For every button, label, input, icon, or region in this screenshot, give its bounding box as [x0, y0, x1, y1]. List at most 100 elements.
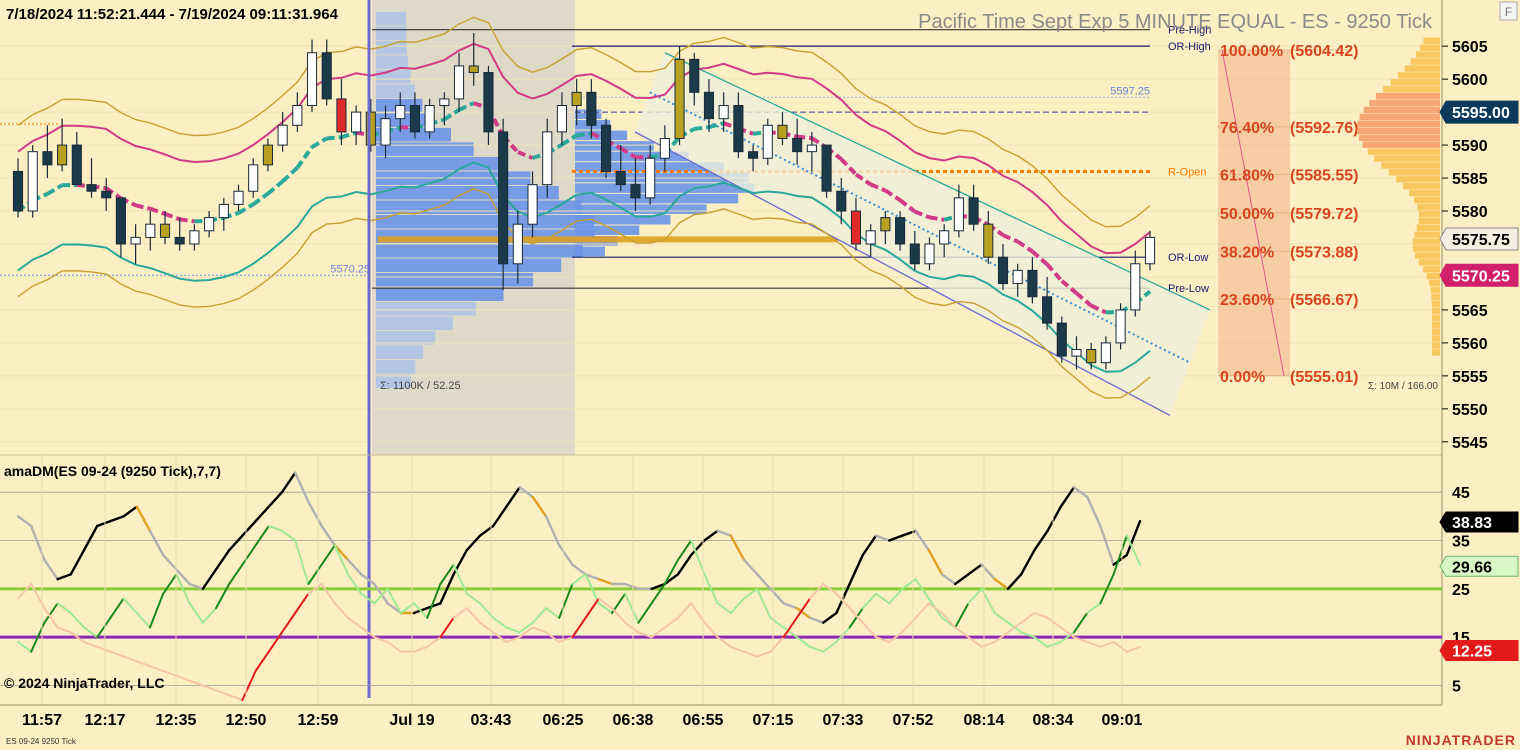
dm-series-segment — [320, 544, 336, 566]
right-profile-bar — [1397, 72, 1440, 79]
right-profile-bar — [1418, 259, 1440, 266]
dm-series-segment — [333, 602, 349, 619]
candle-body — [615, 170, 626, 186]
candle-body — [556, 105, 568, 133]
candle-body — [762, 124, 773, 159]
candles-layer — [12, 32, 1156, 370]
dm-series-segment — [360, 592, 376, 605]
candle-body — [689, 58, 700, 93]
dm-series-segment — [413, 645, 429, 653]
candle-body — [703, 91, 715, 120]
dm-series-segment — [676, 553, 693, 576]
fib-price-label: (5604.42) — [1290, 43, 1359, 60]
band-mid-segment — [560, 133, 578, 147]
dm-series-segment — [795, 636, 811, 648]
price-tick-label: 5580 — [1452, 204, 1488, 221]
candle-body — [380, 118, 391, 146]
dm-series-segment — [716, 602, 732, 614]
dm-series-segment — [954, 626, 970, 639]
dm-series-segment — [426, 636, 442, 648]
profile-bar-left — [376, 11, 407, 26]
candle-body — [204, 217, 215, 232]
dm-series-segment — [1033, 636, 1049, 648]
profile-bar-mid — [575, 183, 755, 193]
band-outer-lower — [17, 188, 1151, 399]
channel-lower — [634, 131, 1171, 417]
candle-body — [924, 243, 935, 265]
profile-bar-left — [376, 302, 476, 316]
band-mid-segment — [898, 198, 917, 214]
profile-bar-left — [376, 360, 416, 374]
time-tick-label: 08:34 — [1033, 712, 1074, 729]
band-mid-segment — [105, 186, 123, 200]
band-mid-segment — [458, 101, 475, 112]
channel-upper — [664, 52, 1211, 311]
dm-series-segment — [109, 650, 125, 658]
dm-series-segment — [967, 636, 983, 648]
right-profile-bar — [1431, 293, 1440, 301]
profile-bar-left — [376, 200, 582, 214]
candle-body — [1144, 236, 1156, 265]
right-profile-bar — [1418, 217, 1440, 225]
dm-series-segment — [1046, 616, 1062, 629]
dm-series-segment — [1073, 636, 1089, 643]
right-profile-bar — [1362, 141, 1440, 148]
candle-body — [777, 124, 788, 139]
candle-body — [645, 157, 656, 199]
band-mid-segment — [1016, 239, 1034, 254]
candle-body — [57, 144, 68, 166]
dm-series-segment — [280, 471, 297, 494]
dm-series-segment — [1099, 573, 1115, 605]
right-profile-bar — [1429, 279, 1440, 287]
candle-body — [630, 184, 641, 199]
dm-series-segment — [690, 539, 706, 557]
candle-body — [600, 124, 612, 172]
candle-body — [262, 144, 273, 166]
band-mid-segment — [179, 217, 195, 224]
candle-body — [748, 151, 759, 159]
candle-body — [968, 197, 979, 225]
corner-button[interactable]: F — [1499, 1, 1518, 21]
dm-series-segment — [782, 626, 798, 639]
dm-series-segment — [729, 645, 745, 653]
right-profile-bar — [1357, 127, 1440, 135]
dm-series-segment — [307, 563, 323, 585]
right-profile-bar — [1423, 37, 1440, 45]
dm-series-segment — [492, 631, 508, 643]
fib-pct-label: 50.00% — [1220, 206, 1274, 223]
candle-body — [1115, 309, 1126, 344]
dm-series-segment — [993, 577, 1010, 591]
band-mid-segment — [443, 108, 461, 122]
dm-series-segment — [650, 582, 666, 591]
dm-series-segment — [716, 529, 732, 537]
level-label: Pre-High — [1168, 25, 1211, 37]
dm-series-segment — [875, 592, 891, 605]
band-mid-segment — [694, 125, 710, 131]
dm-series-segment — [782, 602, 798, 610]
dm-series-segment — [848, 607, 864, 624]
dm-series-segment — [914, 529, 930, 552]
dm-series-segment — [637, 602, 653, 624]
dm-series-segment — [1020, 631, 1036, 639]
dm-series-segment — [927, 548, 944, 576]
candle-body — [821, 144, 832, 192]
dm-series-segment — [214, 548, 231, 571]
level-label: OR-High — [1168, 41, 1211, 53]
dm-series-segment — [267, 631, 283, 653]
profile-bar-mid — [575, 193, 739, 204]
right-profile-bar — [1431, 335, 1440, 342]
fibonacci-layer: 100.00% (5604.42) 76.40% (5592.76) 61.80% (55… — [1218, 43, 1359, 386]
dm-series-segment — [69, 548, 86, 576]
right-profile-bar — [1431, 342, 1440, 349]
profile-bar-left — [376, 287, 504, 302]
candle-body — [101, 190, 112, 199]
dm-series-segment — [347, 573, 363, 595]
right-profile-bar — [1431, 314, 1440, 321]
dm-series-segment — [848, 607, 864, 629]
dm-series-segment — [624, 582, 640, 591]
indicator-tick-label: 5 — [1452, 679, 1461, 696]
dm-series-segment — [227, 534, 244, 552]
indicator-value-label: 12.25 — [1452, 643, 1492, 660]
